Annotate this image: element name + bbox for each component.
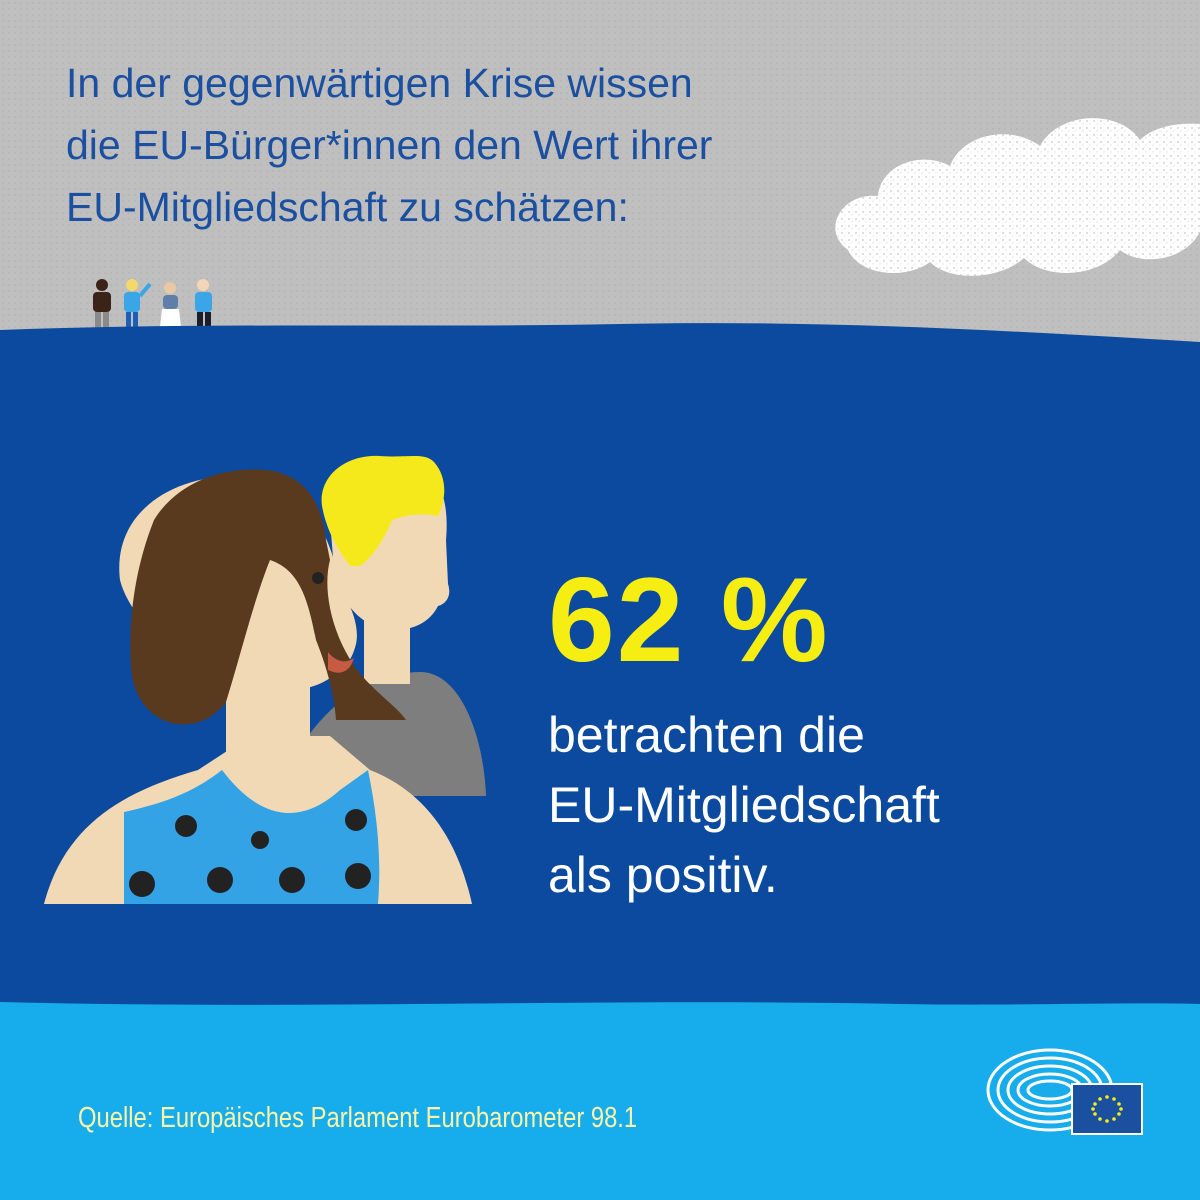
stat-description-line: EU-Mitgliedschaft [548,777,940,833]
headline-line: In der gegenwärtigen Krise wissen [66,60,693,106]
stat-percentage: 62 % [548,553,830,687]
stat-description: betrachten die EU-Mitgliedschaft als pos… [548,700,1108,910]
source-citation: Quelle: Europäisches Parlament Eurobarom… [78,1102,638,1134]
stat-description-line: betrachten die [548,707,865,763]
cloud-icon [835,118,1200,276]
headline-line: die EU-Bürger*innen den Wert ihrer [66,122,713,168]
woman-portrait-icon [44,469,472,904]
headline: In der gegenwärtigen Krise wissen die EU… [66,52,926,238]
stat-description-line: als positiv. [548,847,778,903]
headline-line: EU-Mitgliedschaft zu schätzen: [66,184,629,230]
footer-band [0,1002,1200,1200]
eu-flag-icon [1071,1083,1143,1135]
